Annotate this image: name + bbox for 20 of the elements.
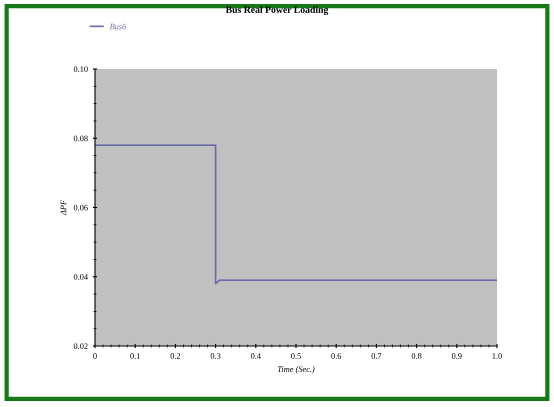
x-tick-label: 0.5 bbox=[291, 353, 301, 359]
x-tick-label: 0.9 bbox=[452, 353, 462, 359]
y-tick-label: 0.10 bbox=[74, 66, 88, 72]
y-tick-label: 0.04 bbox=[74, 274, 88, 280]
y-tick-label: 0.02 bbox=[74, 343, 88, 350]
x-tick-label: 0 bbox=[93, 353, 97, 359]
x-tick-label: 0.7 bbox=[372, 353, 382, 359]
legend-label: Bus6 bbox=[110, 24, 126, 30]
x-tick-label: 0.2 bbox=[170, 353, 180, 359]
y-tick-label: 0.06 bbox=[74, 204, 88, 211]
x-tick-label: 1.0 bbox=[492, 353, 502, 359]
x-tick-label: 0.1 bbox=[130, 353, 140, 359]
x-tick-label: 0.6 bbox=[331, 353, 342, 359]
x-axis-title: Time (Sec.) bbox=[278, 366, 314, 374]
x-tick-label: 0.8 bbox=[412, 353, 422, 359]
x-tick-label: 0.3 bbox=[210, 353, 220, 359]
y-tick-label: 0.08 bbox=[74, 136, 88, 142]
x-tick-label: 0.4 bbox=[250, 353, 261, 359]
y-axis-title: ΔPF bbox=[60, 200, 66, 216]
chart-title: Bus Real Power Loading bbox=[226, 6, 328, 15]
